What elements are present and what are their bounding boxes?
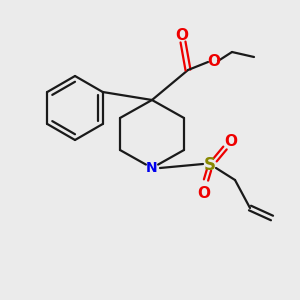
Text: O: O: [224, 134, 238, 148]
Text: S: S: [204, 156, 216, 174]
Text: O: O: [208, 53, 220, 68]
Text: N: N: [146, 161, 158, 175]
Text: O: O: [197, 187, 211, 202]
Text: O: O: [176, 28, 188, 43]
